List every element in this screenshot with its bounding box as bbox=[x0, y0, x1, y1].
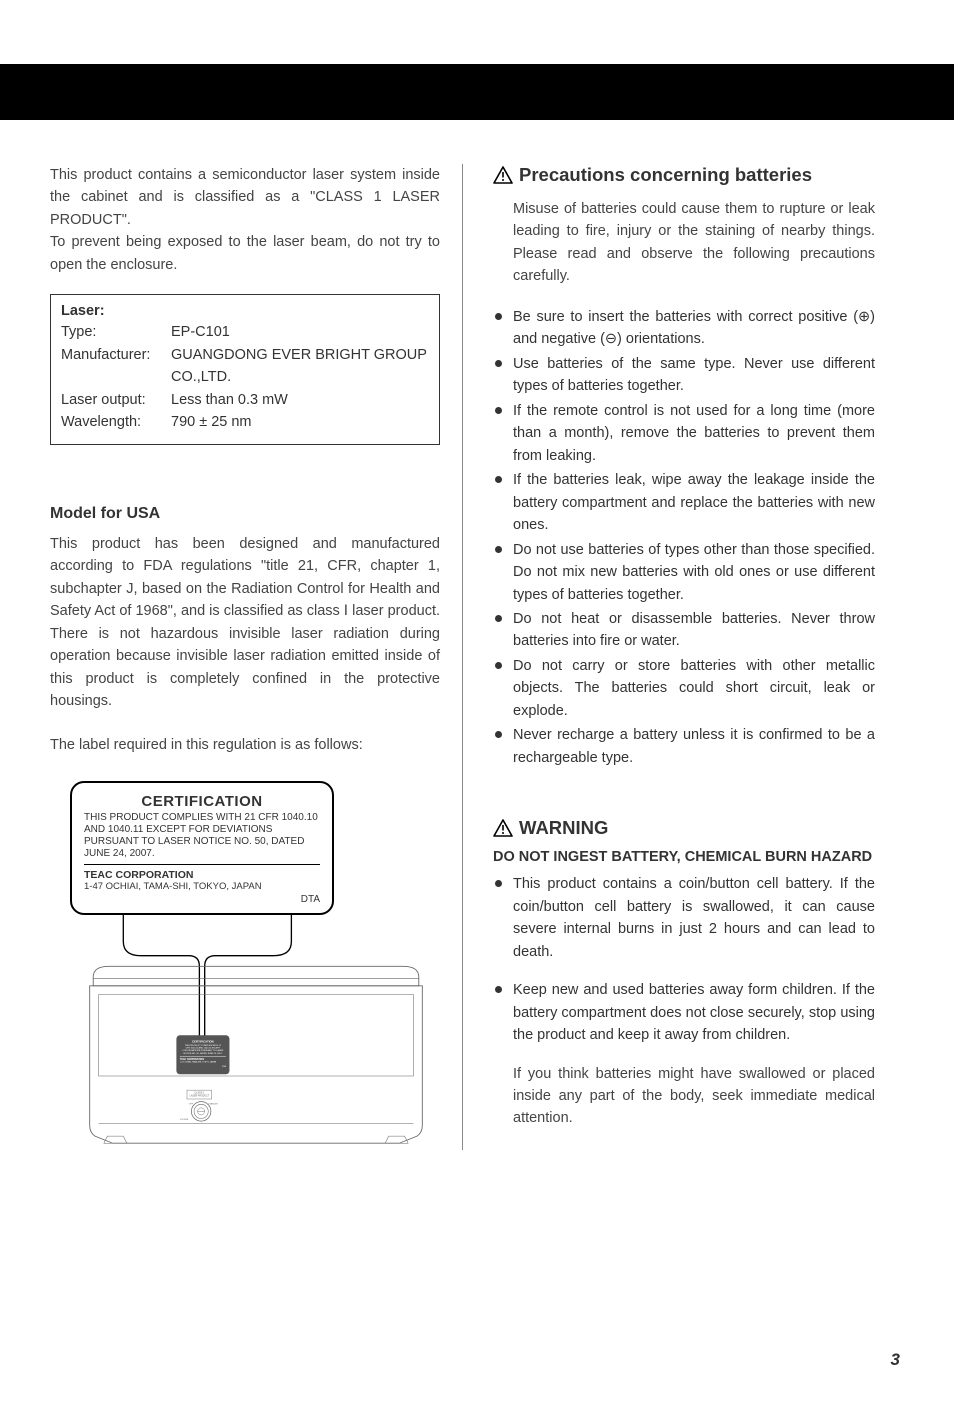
warning-trailing-paragraph: If you think batteries might have swallo… bbox=[493, 1063, 875, 1130]
svg-text:LASER PRODUCT: LASER PRODUCT bbox=[190, 1094, 210, 1097]
warning-heading: WARNING bbox=[493, 817, 875, 839]
warning-list: This product contains a coin/button cell… bbox=[493, 873, 875, 1046]
svg-text:FOR DEVIATIONS PURSUANT TO LAS: FOR DEVIATIONS PURSUANT TO LASER bbox=[183, 1049, 224, 1052]
laser-label: Laser output: bbox=[61, 389, 171, 411]
laser-value: EP-C101 bbox=[171, 321, 429, 343]
certification-label-box: CERTIFICATION THIS PRODUCT COMPLIES WITH… bbox=[70, 781, 334, 915]
laser-label: Type: bbox=[61, 321, 171, 343]
laser-label: Manufacturer: bbox=[61, 344, 171, 389]
laser-value: Less than 0.3 mW bbox=[171, 389, 429, 411]
svg-text:NOTICE NO. 50, DATED JUNE 24,: NOTICE NO. 50, DATED JUNE 24, 2007. bbox=[183, 1052, 222, 1055]
precautions-heading: Precautions concerning batteries bbox=[493, 164, 875, 186]
intro-paragraph-1: This product contains a semiconductor la… bbox=[50, 164, 440, 231]
laser-box-title: Laser: bbox=[61, 303, 429, 319]
laser-row-manufacturer: Manufacturer: GUANGDONG EVER BRIGHT GROU… bbox=[61, 344, 429, 389]
svg-text:OFF: OFF bbox=[189, 1103, 194, 1105]
warning-heading-text: WARNING bbox=[519, 817, 608, 839]
precautions-heading-text: Precautions concerning batteries bbox=[519, 164, 812, 186]
cert-divider bbox=[84, 864, 320, 865]
laser-value: 790 ± 25 nm bbox=[171, 411, 429, 433]
svg-text:TEAC CORPORATION: TEAC CORPORATION bbox=[180, 1058, 204, 1061]
svg-text:CFR 1040.10 AND 1040.11 EXCEPT: CFR 1040.10 AND 1040.11 EXCEPT bbox=[186, 1046, 221, 1049]
laser-label: Wavelength: bbox=[61, 411, 171, 433]
label-intro-paragraph: The label required in this regulation is… bbox=[50, 734, 440, 756]
precautions-item: Do not heat or disassemble batteries. Ne… bbox=[513, 608, 875, 653]
precautions-intro: Misuse of batteries could cause them to … bbox=[493, 198, 875, 288]
warning-item: This product contains a coin/button cell… bbox=[513, 873, 875, 963]
content-two-column: This product contains a semiconductor la… bbox=[0, 120, 954, 1150]
laser-value: GUANGDONG EVER BRIGHT GROUP CO.,LTD. bbox=[171, 344, 429, 389]
warning-triangle-icon bbox=[493, 819, 513, 837]
svg-text:1-47 OCHIAI, TAMA-SHI, TOKYO,: 1-47 OCHIAI, TAMA-SHI, TOKYO, JAPAN bbox=[180, 1061, 217, 1064]
cert-body: THIS PRODUCT COMPLIES WITH 21 CFR 1040.1… bbox=[84, 812, 320, 860]
model-usa-paragraph: This product has been designed and manuf… bbox=[50, 533, 440, 713]
precautions-item: Never recharge a battery unless it is co… bbox=[513, 724, 875, 769]
left-column: This product contains a semiconductor la… bbox=[50, 164, 460, 1150]
laser-spec-box: Laser: Type: EP-C101 Manufacturer: GUANG… bbox=[50, 294, 440, 444]
precautions-item: Use batteries of the same type. Never us… bbox=[513, 353, 875, 398]
svg-text:CLASS 1: CLASS 1 bbox=[194, 1092, 205, 1095]
precautions-item: If the remote control is not used for a … bbox=[513, 400, 875, 467]
svg-text:STANDBY: STANDBY bbox=[208, 1102, 218, 1105]
column-divider bbox=[462, 164, 463, 1150]
warning-subheading: DO NOT INGEST BATTERY, CHEMICAL BURN HAZ… bbox=[493, 849, 875, 865]
precautions-list: Be sure to insert the batteries with cor… bbox=[493, 306, 875, 769]
cert-address: 1-47 OCHIAI, TAMA-SHI, TOKYO, JAPAN bbox=[84, 881, 320, 892]
device-sketch-svg: CERTIFICATION THIS PRODUCT COMPLIES WITH… bbox=[66, 915, 446, 1145]
svg-text:THIS PRODUCT COMPLIES WITH 21: THIS PRODUCT COMPLIES WITH 21 bbox=[185, 1045, 222, 1047]
right-column: Precautions concerning batteries Misuse … bbox=[465, 164, 875, 1150]
precautions-item: Do not use batteries of types other than… bbox=[513, 539, 875, 606]
laser-row-output: Laser output: Less than 0.3 mW bbox=[61, 389, 429, 411]
precautions-item: If the batteries leak, wipe away the lea… bbox=[513, 469, 875, 536]
cert-teac: TEAC CORPORATION bbox=[84, 869, 320, 881]
model-usa-heading: Model for USA bbox=[50, 505, 440, 523]
header-black-band bbox=[0, 64, 954, 120]
laser-row-wavelength: Wavelength: 790 ± 25 nm bbox=[61, 411, 429, 433]
cert-dta: DTA bbox=[84, 894, 320, 905]
intro-paragraph-2: To prevent being exposed to the laser be… bbox=[50, 231, 440, 276]
precautions-item: Be sure to insert the batteries with cor… bbox=[513, 306, 875, 351]
precautions-item: Do not carry or store batteries with oth… bbox=[513, 655, 875, 722]
warning-triangle-icon bbox=[493, 166, 513, 184]
warning-item: Keep new and used batteries away form ch… bbox=[513, 979, 875, 1046]
cert-title: CERTIFICATION bbox=[84, 793, 320, 810]
laser-row-type: Type: EP-C101 bbox=[61, 321, 429, 343]
svg-text:CERTIFICATION: CERTIFICATION bbox=[192, 1039, 214, 1043]
svg-text:VOLUME: VOLUME bbox=[180, 1119, 189, 1121]
page-number: 3 bbox=[891, 1350, 900, 1370]
certification-figure: CERTIFICATION THIS PRODUCT COMPLIES WITH… bbox=[50, 781, 440, 1150]
svg-text:DTA: DTA bbox=[222, 1065, 227, 1068]
